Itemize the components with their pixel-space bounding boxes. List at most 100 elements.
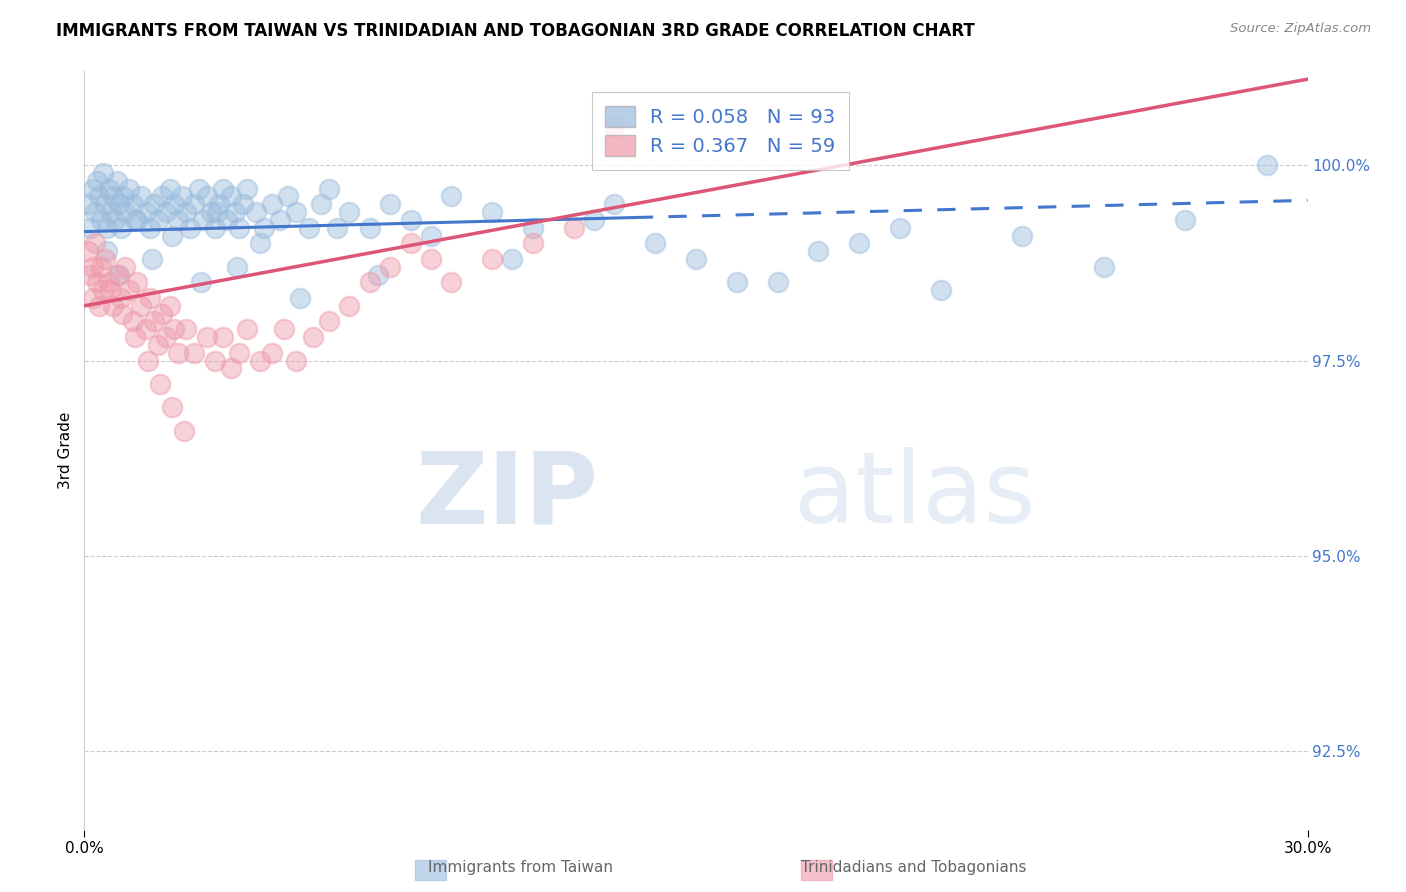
Point bbox=[150, 307, 173, 321]
Point bbox=[399, 236, 422, 251]
Point bbox=[285, 353, 308, 368]
Point bbox=[195, 330, 218, 344]
Point bbox=[79, 220, 101, 235]
Point bbox=[318, 314, 340, 328]
Point bbox=[245, 205, 267, 219]
Point bbox=[97, 276, 120, 290]
Point bbox=[208, 197, 231, 211]
Point bbox=[309, 197, 332, 211]
Point bbox=[173, 424, 195, 438]
Point bbox=[93, 252, 115, 266]
Point bbox=[228, 220, 250, 235]
Point bbox=[150, 189, 173, 203]
Point bbox=[269, 212, 291, 227]
Point bbox=[339, 299, 361, 313]
Point bbox=[122, 197, 145, 211]
Point bbox=[131, 299, 153, 313]
Point bbox=[236, 181, 259, 195]
Point bbox=[725, 276, 748, 290]
Point bbox=[93, 197, 115, 211]
Point bbox=[155, 205, 177, 219]
Point bbox=[179, 220, 201, 235]
Point bbox=[260, 345, 283, 359]
Point bbox=[249, 236, 271, 251]
Point bbox=[159, 299, 181, 313]
Point bbox=[82, 291, 104, 305]
Point bbox=[104, 212, 127, 227]
Point bbox=[87, 189, 110, 203]
Point bbox=[359, 220, 381, 235]
Point bbox=[204, 220, 226, 235]
Point bbox=[110, 291, 132, 305]
Point bbox=[1174, 212, 1197, 227]
Point bbox=[603, 119, 626, 133]
Point bbox=[163, 322, 186, 336]
Point bbox=[420, 228, 443, 243]
Point bbox=[155, 330, 177, 344]
Point bbox=[127, 212, 149, 227]
Point bbox=[135, 205, 157, 219]
Point bbox=[339, 205, 361, 219]
Point bbox=[142, 197, 165, 211]
Point bbox=[118, 283, 141, 297]
Point bbox=[219, 189, 242, 203]
Point bbox=[603, 197, 626, 211]
Point bbox=[562, 220, 585, 235]
Point bbox=[290, 291, 312, 305]
Point bbox=[108, 268, 131, 282]
Point bbox=[187, 181, 209, 195]
Point bbox=[183, 197, 205, 211]
Point bbox=[481, 252, 503, 266]
Point bbox=[367, 268, 389, 282]
Point bbox=[100, 205, 122, 219]
Point bbox=[163, 197, 186, 211]
Point bbox=[583, 212, 606, 227]
Point bbox=[889, 220, 911, 235]
Point bbox=[98, 283, 121, 297]
Text: ZIP: ZIP bbox=[415, 448, 598, 544]
Point bbox=[644, 236, 666, 251]
Point bbox=[217, 212, 239, 227]
Point bbox=[318, 181, 340, 195]
Point bbox=[77, 197, 100, 211]
Point bbox=[502, 252, 524, 266]
Point bbox=[236, 322, 259, 336]
Point bbox=[440, 276, 463, 290]
Point bbox=[285, 205, 308, 219]
Point bbox=[298, 220, 321, 235]
Point bbox=[105, 268, 128, 282]
Point bbox=[142, 314, 165, 328]
Point bbox=[160, 228, 183, 243]
Point bbox=[77, 244, 100, 259]
Point bbox=[90, 212, 112, 227]
Point bbox=[167, 212, 190, 227]
Point bbox=[131, 189, 153, 203]
Point bbox=[807, 244, 830, 259]
Point bbox=[146, 212, 169, 227]
Point bbox=[86, 276, 108, 290]
Point bbox=[172, 189, 194, 203]
Point bbox=[522, 236, 544, 251]
Point bbox=[167, 345, 190, 359]
Point bbox=[141, 252, 163, 266]
Point bbox=[277, 189, 299, 203]
Point bbox=[200, 205, 222, 219]
Point bbox=[226, 260, 249, 274]
Y-axis label: 3rd Grade: 3rd Grade bbox=[58, 412, 73, 489]
Point bbox=[228, 345, 250, 359]
Point bbox=[86, 174, 108, 188]
Point bbox=[183, 345, 205, 359]
Point bbox=[301, 330, 323, 344]
Point bbox=[253, 220, 276, 235]
Point bbox=[440, 189, 463, 203]
Point bbox=[219, 361, 242, 376]
Point bbox=[359, 276, 381, 290]
Point bbox=[87, 299, 110, 313]
Point bbox=[273, 322, 295, 336]
Point bbox=[232, 197, 254, 211]
Point bbox=[135, 322, 157, 336]
Point bbox=[929, 283, 952, 297]
Point bbox=[1092, 260, 1115, 274]
Point bbox=[260, 197, 283, 211]
Legend: R = 0.058   N = 93, R = 0.367   N = 59: R = 0.058 N = 93, R = 0.367 N = 59 bbox=[592, 93, 849, 169]
